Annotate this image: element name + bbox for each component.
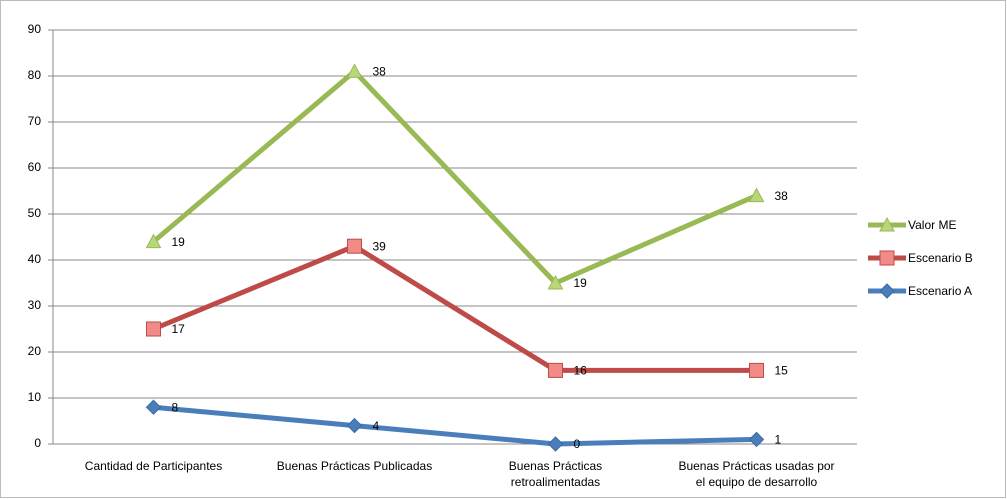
- series-line: [151, 68, 758, 286]
- y-tick-label: 60: [28, 160, 42, 174]
- marker: [748, 187, 765, 203]
- data-label: 19: [574, 276, 588, 290]
- legend-label: Valor ME: [908, 218, 956, 232]
- series-line: [152, 243, 757, 373]
- y-tick-label: 50: [28, 206, 42, 220]
- y-tick-label: 10: [28, 390, 42, 404]
- data-label: 8: [172, 400, 179, 414]
- y-tick-label: 90: [28, 22, 42, 36]
- marker: [547, 274, 564, 290]
- y-tick-label: 70: [28, 114, 42, 128]
- y-tick-label: 20: [28, 344, 42, 358]
- x-tick-label: Cantidad de Participantes: [84, 459, 223, 473]
- data-label: 38: [373, 65, 387, 79]
- x-tick-label: Buenas Prácticas Publicadas: [276, 459, 433, 473]
- marker: [548, 362, 563, 378]
- marker: [879, 250, 895, 266]
- series-line: [153, 404, 757, 447]
- legend-label: Escenario A: [908, 284, 972, 298]
- x-tick-label: Buenas Prácticas retroalimentadas: [508, 459, 603, 489]
- marker: [879, 216, 895, 232]
- data-label: 15: [775, 364, 789, 378]
- data-label: 0: [574, 437, 581, 451]
- marker: [748, 431, 765, 448]
- data-label: 1: [775, 433, 782, 447]
- data-label: 4: [373, 419, 380, 433]
- y-tick-label: 30: [28, 298, 42, 312]
- y-tick-label: 40: [28, 252, 42, 266]
- marker: [346, 417, 363, 434]
- marker: [347, 238, 362, 254]
- marker: [879, 283, 895, 299]
- data-label: 39: [373, 239, 387, 253]
- y-tick-label: 80: [28, 68, 42, 82]
- marker: [346, 63, 363, 78]
- y-tick-label: 0: [34, 436, 41, 450]
- data-label: 16: [574, 364, 588, 378]
- legend-label: Escenario B: [908, 251, 973, 265]
- marker: [145, 233, 162, 249]
- marker: [145, 399, 162, 415]
- data-label: 17: [172, 322, 186, 336]
- data-label: 38: [775, 189, 789, 203]
- marker: [146, 321, 161, 337]
- data-label: 19: [172, 235, 186, 249]
- marker: [749, 362, 764, 378]
- marker: [547, 436, 564, 452]
- x-tick-label: Buenas Prácticas usadas por el equipo de…: [678, 459, 835, 489]
